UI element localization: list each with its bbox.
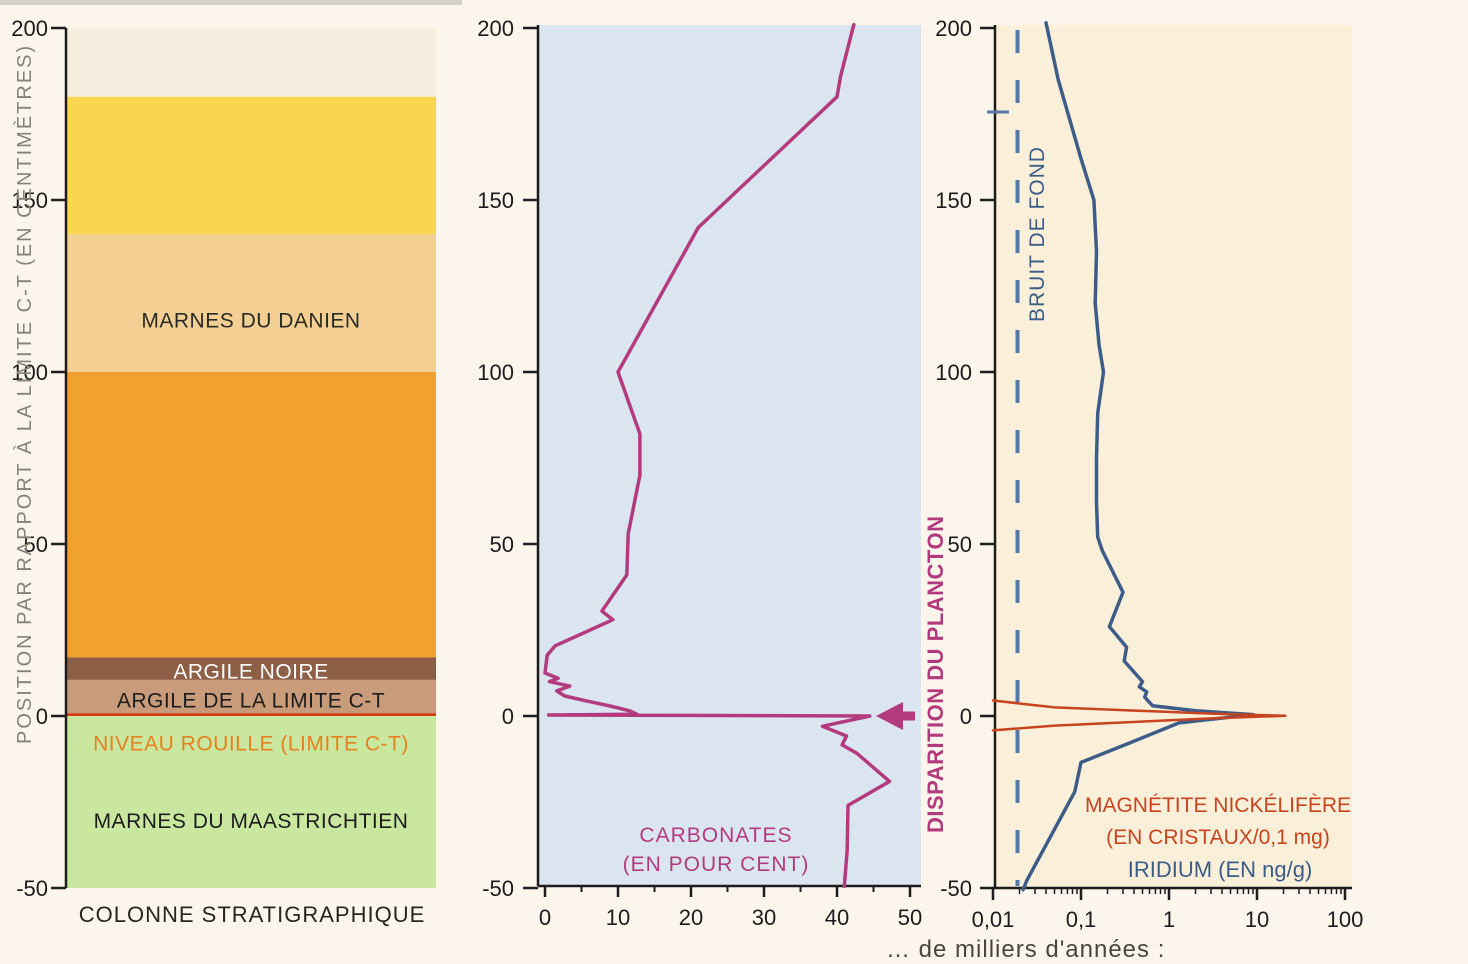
y-tick-label: 200 — [477, 16, 514, 41]
strat-layer — [67, 96, 436, 235]
magnetite-label-line1: MAGNÉTITE NICKÉLIFÈRE — [1085, 794, 1351, 817]
strat-layer-label: ARGILE NOIRE — [173, 660, 328, 683]
plankton-arrow-tail — [903, 711, 915, 721]
y-tick-label: 150 — [477, 188, 514, 213]
y-tick-label: -50 — [940, 876, 972, 901]
magnetite-label-line2: (EN CRISTAUX/0,1 mg) — [1106, 826, 1330, 849]
strat-column-title: COLONNE STRATIGRAPHIQUE — [79, 902, 426, 927]
y-tick-label: 50 — [948, 532, 972, 557]
y-tick-label: 100 — [935, 360, 972, 385]
strat-layer — [67, 234, 436, 372]
y-tick-label: 0 — [36, 704, 48, 729]
plankton-arrow — [876, 702, 903, 730]
strat-layer — [67, 713, 436, 716]
strat-layer — [67, 679, 436, 714]
generated-labels: MARNES DU DANIEN ARGILE NOIRE ARGILE DE LA… — [93, 309, 409, 833]
carbonates-title-line2: (EN POUR CENT) — [623, 853, 810, 876]
panel-backgrounds — [538, 25, 1352, 888]
x-tick-label: 0,01 — [972, 907, 1015, 932]
strat-layer-label: ARGILE DE LA LIMITE C-T — [117, 690, 385, 713]
scan-edge — [0, 0, 462, 5]
y-tick-label: 0 — [960, 704, 972, 729]
y-tick-label: -50 — [482, 876, 514, 901]
strat-column-layers — [67, 28, 436, 888]
x-tick-label: 0,1 — [1066, 907, 1097, 932]
x-tick-label: 0 — [539, 905, 551, 930]
caption-fragment: … de milliers d'années : — [886, 936, 1166, 963]
x-tick-label: 40 — [825, 905, 849, 930]
strat-layer — [67, 372, 436, 658]
y-tick-label: 150 — [935, 188, 972, 213]
plankton-annotation: DISPARITION DU PLANCTON — [923, 516, 948, 833]
carbonates-title-line1: CARBONATES — [639, 824, 792, 847]
x-tick-label: 20 — [679, 905, 703, 930]
iridium-label: IRIDIUM (EN ng/g) — [1128, 857, 1313, 882]
background-noise-label: BRUIT DE FOND — [1026, 146, 1049, 322]
axes: 200150100500-50200150100500-502001501005… — [11, 16, 1363, 932]
strat-layer-label: MARNES DU DANIEN — [141, 309, 360, 332]
y-tick-label: 100 — [477, 360, 514, 385]
x-tick-label: 30 — [752, 905, 776, 930]
y-tick-label: -50 — [16, 876, 48, 901]
iridium-line — [1021, 21, 1255, 892]
y-axis-title: POSITION PAR RAPPORT À LA LIMITE C-T (EN… — [13, 44, 36, 744]
x-tick-label: 50 — [898, 905, 922, 930]
x-tick-label: 1 — [1163, 907, 1175, 932]
y-tick-label: 200 — [11, 16, 48, 41]
carbonates-panel-bg — [538, 25, 921, 886]
iridium-panel-bg — [995, 25, 1352, 888]
strat-layer — [67, 28, 436, 97]
x-tick-label: 100 — [1327, 907, 1364, 932]
y-tick-label: 0 — [502, 704, 514, 729]
strat-layer — [67, 657, 436, 680]
x-tick-label: 10 — [1245, 907, 1269, 932]
y-tick-label: 50 — [490, 532, 514, 557]
strat-layer-label: MARNES DU MAASTRICHTIEN — [94, 810, 409, 833]
data-lines — [543, 21, 1287, 892]
y-tick-label: 50 — [24, 532, 48, 557]
strat-layer — [67, 716, 436, 888]
x-tick-label: 10 — [606, 905, 630, 930]
carbonates-line — [543, 22, 892, 889]
y-tick-label: 150 — [11, 188, 48, 213]
y-tick-label: 200 — [935, 16, 972, 41]
magnetite-line — [991, 699, 1287, 732]
y-tick-label: 100 — [11, 360, 48, 385]
strat-layer-label: NIVEAU ROUILLE (LIMITE C-T) — [93, 733, 409, 756]
